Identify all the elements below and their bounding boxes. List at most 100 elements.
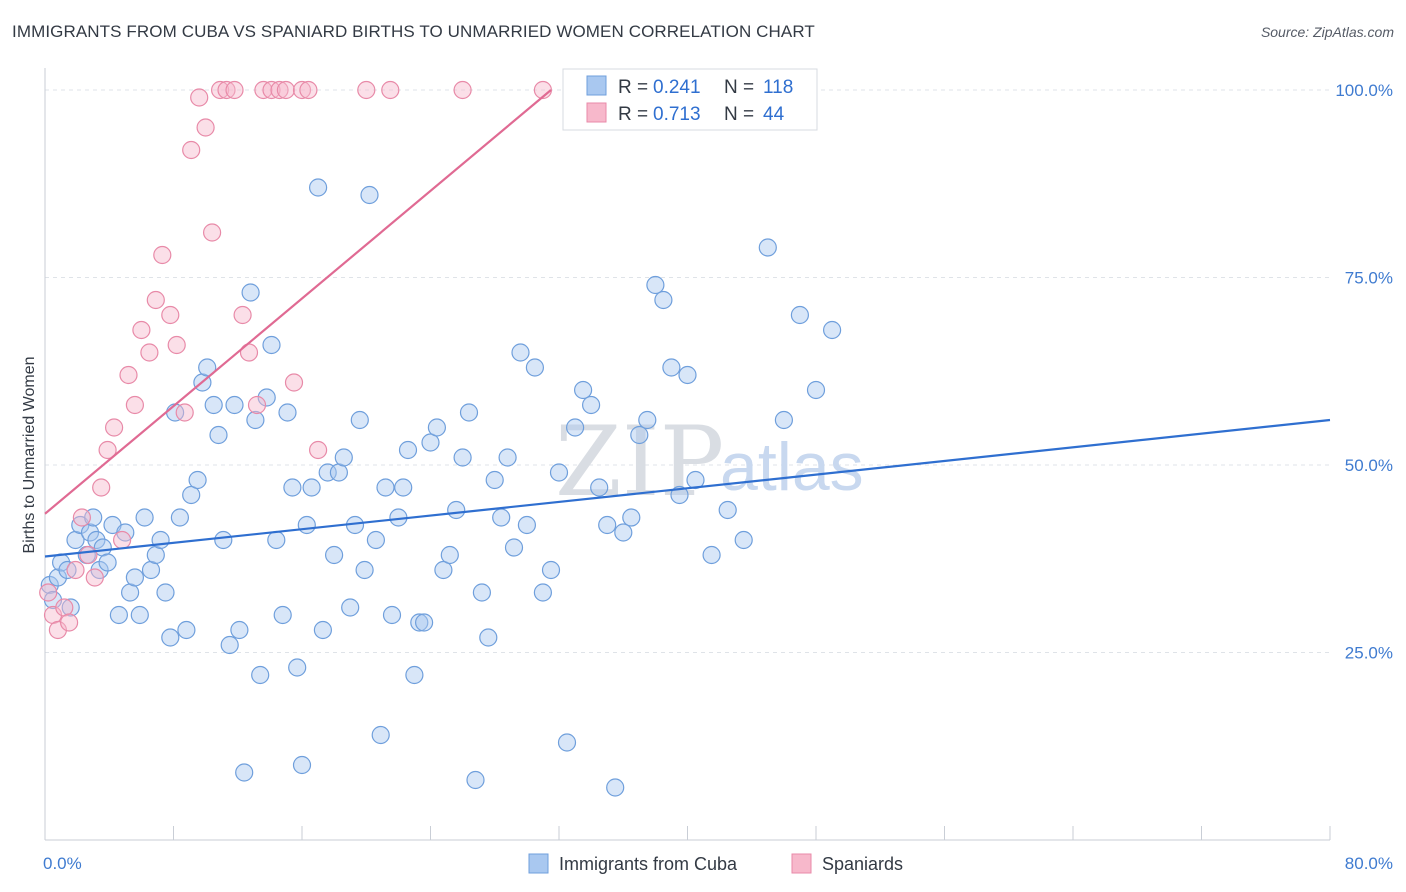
point-cuba-63 bbox=[355, 560, 374, 580]
legend-n-label-cuba: N = bbox=[724, 77, 754, 98]
point-cuba-20 bbox=[130, 605, 149, 625]
y-tick-label-3: 100.0% bbox=[1335, 81, 1393, 100]
point-cuba-99 bbox=[590, 478, 609, 497]
trend-lines bbox=[44, 89, 1331, 558]
bottom-legend-label-spaniards: Spaniards bbox=[822, 854, 903, 874]
point-cuba-81 bbox=[459, 403, 479, 422]
point-cuba-74 bbox=[415, 613, 434, 632]
point-cuba-94 bbox=[549, 463, 569, 482]
point-cuba-49 bbox=[283, 478, 302, 497]
point-spaniards-28 bbox=[225, 80, 244, 100]
legend-box: R = 0.241 N = 118 R = 0.713 N = 44 bbox=[562, 68, 818, 131]
point-cuba-34 bbox=[204, 395, 223, 415]
point-cuba-80 bbox=[453, 448, 472, 467]
point-cuba-51 bbox=[292, 755, 312, 775]
point-cuba-104 bbox=[630, 425, 649, 445]
legend-n-value-cuba: 118 bbox=[763, 77, 793, 98]
point-cuba-2 bbox=[48, 568, 68, 587]
point-spaniards-13 bbox=[119, 365, 138, 385]
point-cuba-115 bbox=[758, 238, 777, 257]
point-spaniards-16 bbox=[140, 343, 159, 362]
point-cuba-28 bbox=[170, 508, 189, 527]
point-spaniards-19 bbox=[161, 305, 180, 325]
bottom-legend: Immigrants from Cuba Spaniards bbox=[528, 853, 903, 874]
point-cuba-67 bbox=[376, 478, 395, 497]
point-cuba-50 bbox=[288, 658, 307, 677]
point-cuba-88 bbox=[504, 538, 524, 557]
point-cuba-108 bbox=[662, 358, 681, 377]
x-tick-label-1: 80.0% bbox=[1345, 854, 1393, 873]
point-cuba-19 bbox=[125, 568, 144, 587]
point-cuba-107 bbox=[654, 290, 673, 310]
point-cuba-71 bbox=[398, 440, 418, 460]
point-cuba-64 bbox=[360, 185, 379, 205]
point-cuba-117 bbox=[790, 305, 810, 325]
chart-title: IMMIGRANTS FROM CUBA VS SPANIARD BIRTHS … bbox=[12, 22, 815, 41]
point-cuba-98 bbox=[581, 395, 601, 415]
point-spaniards-8 bbox=[85, 568, 104, 587]
point-spaniards-24 bbox=[196, 118, 215, 137]
point-cuba-36 bbox=[214, 530, 233, 550]
point-cuba-62 bbox=[350, 410, 369, 430]
point-cuba-59 bbox=[334, 448, 353, 467]
axes bbox=[44, 68, 1331, 841]
point-spaniards-6 bbox=[72, 508, 92, 527]
point-spaniards-29 bbox=[233, 305, 252, 325]
y-tick-labels: 25.0% 50.0% 75.0% 100.0% bbox=[1335, 81, 1393, 663]
point-cuba-66 bbox=[371, 725, 390, 745]
point-cuba-112 bbox=[702, 545, 721, 565]
point-cuba-76 bbox=[427, 418, 446, 437]
point-spaniards-23 bbox=[190, 88, 209, 107]
point-cuba-14 bbox=[98, 553, 117, 572]
point-cuba-55 bbox=[313, 620, 332, 640]
point-cuba-84 bbox=[479, 628, 498, 647]
point-cuba-18 bbox=[121, 583, 140, 602]
point-spaniards-41 bbox=[381, 80, 400, 100]
point-cuba-95 bbox=[557, 733, 577, 752]
point-cuba-119 bbox=[822, 320, 842, 340]
legend-n-label-spaniards: N = bbox=[724, 104, 754, 125]
point-cuba-11 bbox=[87, 530, 106, 550]
point-spaniards-9 bbox=[92, 478, 111, 497]
point-cuba-75 bbox=[421, 433, 440, 452]
point-spaniards-26 bbox=[211, 80, 230, 100]
point-spaniards-5 bbox=[66, 560, 85, 580]
point-cuba-102 bbox=[614, 523, 633, 542]
point-cuba-37 bbox=[220, 635, 239, 655]
point-spaniards-22 bbox=[182, 140, 201, 160]
point-spaniards-12 bbox=[112, 530, 132, 550]
point-spaniards-36 bbox=[284, 373, 304, 392]
point-cuba-22 bbox=[141, 560, 161, 580]
point-cuba-68 bbox=[382, 605, 402, 625]
point-cuba-60 bbox=[341, 598, 360, 617]
legend-r-value-spaniards: 0.713 bbox=[653, 104, 701, 125]
point-cuba-26 bbox=[161, 628, 180, 647]
point-spaniards-18 bbox=[153, 245, 172, 265]
point-cuba-83 bbox=[472, 583, 491, 602]
point-cuba-86 bbox=[492, 508, 511, 527]
point-spaniards-40 bbox=[357, 80, 376, 100]
point-cuba-93 bbox=[541, 560, 561, 580]
point-cuba-72 bbox=[405, 665, 424, 685]
point-cuba-116 bbox=[774, 410, 794, 430]
point-spaniards-21 bbox=[175, 403, 194, 422]
point-cuba-70 bbox=[394, 478, 413, 497]
point-cuba-91 bbox=[525, 358, 545, 377]
point-cuba-100 bbox=[598, 515, 617, 535]
point-cuba-5 bbox=[61, 598, 80, 617]
point-cuba-35 bbox=[209, 425, 228, 445]
point-spaniards-7 bbox=[79, 545, 98, 565]
point-cuba-9 bbox=[80, 523, 100, 542]
point-spaniards-25 bbox=[203, 223, 222, 242]
legend-r-label-spaniards: R = bbox=[618, 104, 648, 125]
point-cuba-73 bbox=[410, 613, 429, 632]
source-credit: Source: ZipAtlas.com bbox=[1260, 24, 1394, 40]
point-spaniards-42 bbox=[453, 80, 472, 100]
point-cuba-16 bbox=[109, 605, 129, 625]
trend-line-cuba bbox=[44, 418, 1331, 558]
point-spaniards-3 bbox=[55, 598, 74, 617]
point-cuba-54 bbox=[309, 178, 328, 197]
point-cuba-31 bbox=[188, 470, 207, 490]
point-cuba-82 bbox=[466, 770, 485, 790]
legend-r-value-cuba: 0.241 bbox=[653, 77, 701, 98]
